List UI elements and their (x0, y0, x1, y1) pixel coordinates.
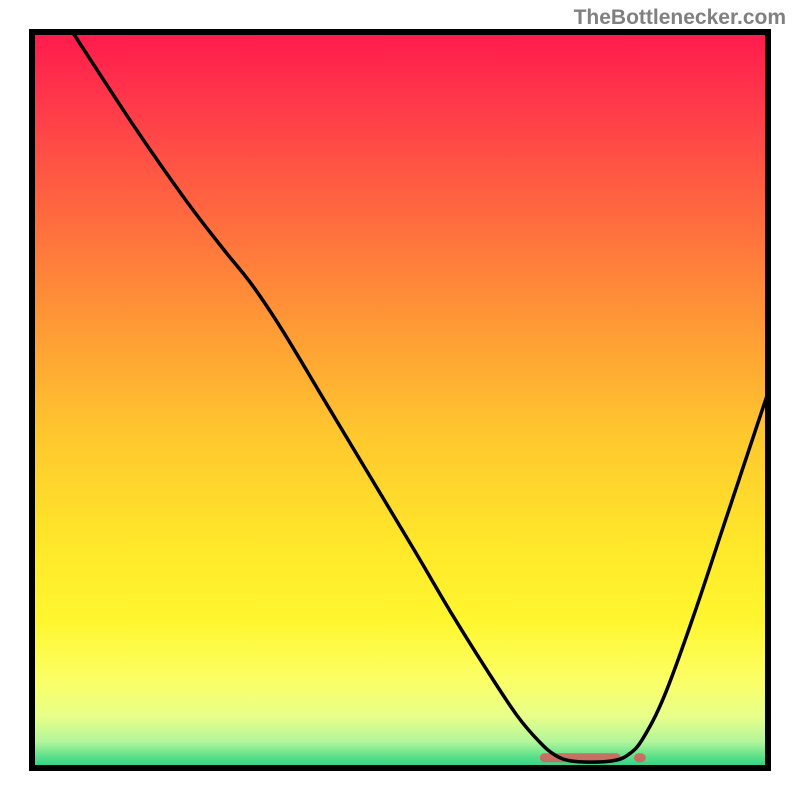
bottleneck-chart (0, 0, 800, 800)
marker-segment (634, 753, 646, 762)
plot-gradient-background (32, 32, 768, 768)
